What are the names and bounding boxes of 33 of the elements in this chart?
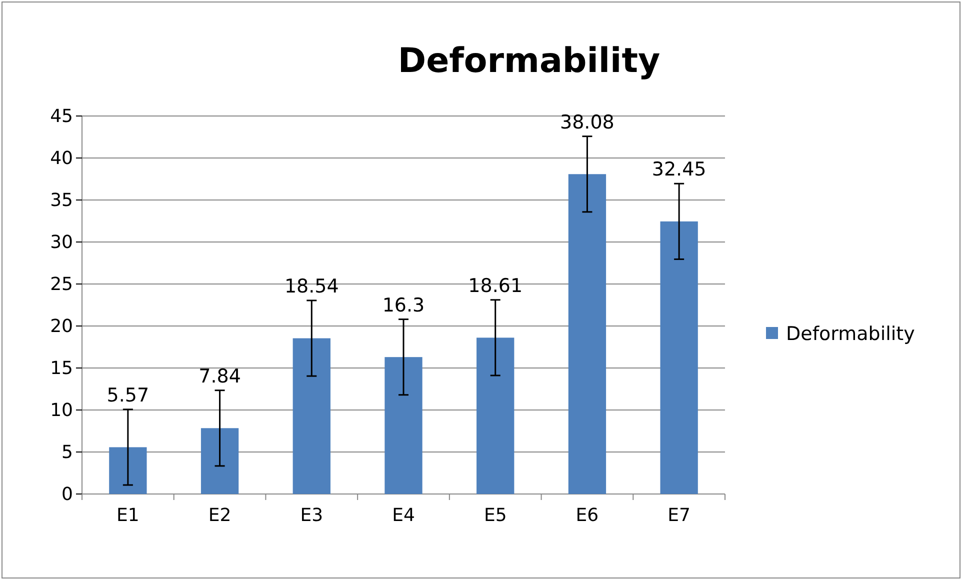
chart-title: Deformability — [398, 41, 660, 81]
y-tick-label: 20 — [50, 316, 73, 337]
y-tick-label: 15 — [50, 358, 73, 379]
x-tick-label: E4 — [392, 504, 415, 526]
y-tick-label: 30 — [50, 232, 73, 253]
x-tick-label: E1 — [116, 504, 140, 526]
data-label: 32.45 — [652, 158, 706, 181]
y-tick-label: 25 — [50, 274, 73, 295]
data-label: 18.61 — [468, 274, 523, 297]
y-tick-label: 5 — [62, 442, 73, 463]
bar — [200, 428, 239, 494]
y-tick-label: 35 — [50, 190, 73, 211]
legend-label: Deformability — [786, 323, 915, 345]
bar — [384, 357, 422, 494]
bar — [476, 338, 514, 494]
data-label: 18.54 — [284, 275, 339, 298]
data-label: 5.57 — [106, 384, 150, 406]
x-tick-label: E5 — [484, 504, 507, 526]
x-tick-label: E2 — [208, 504, 232, 526]
data-label: 7.84 — [198, 365, 241, 388]
x-tick-label: E7 — [668, 504, 690, 526]
x-tick-label: E6 — [576, 504, 599, 526]
bar — [568, 174, 606, 494]
bar — [109, 447, 147, 494]
y-tick-label: 0 — [62, 484, 73, 505]
data-label: 38.08 — [560, 111, 614, 134]
x-tick-label: E3 — [300, 504, 324, 526]
y-tick-label: 45 — [50, 106, 73, 127]
y-tick-label: 10 — [50, 400, 73, 421]
bar — [292, 338, 330, 494]
bar — [660, 221, 698, 494]
y-tick-label: 40 — [50, 148, 73, 169]
data-label: 16.3 — [382, 294, 425, 316]
